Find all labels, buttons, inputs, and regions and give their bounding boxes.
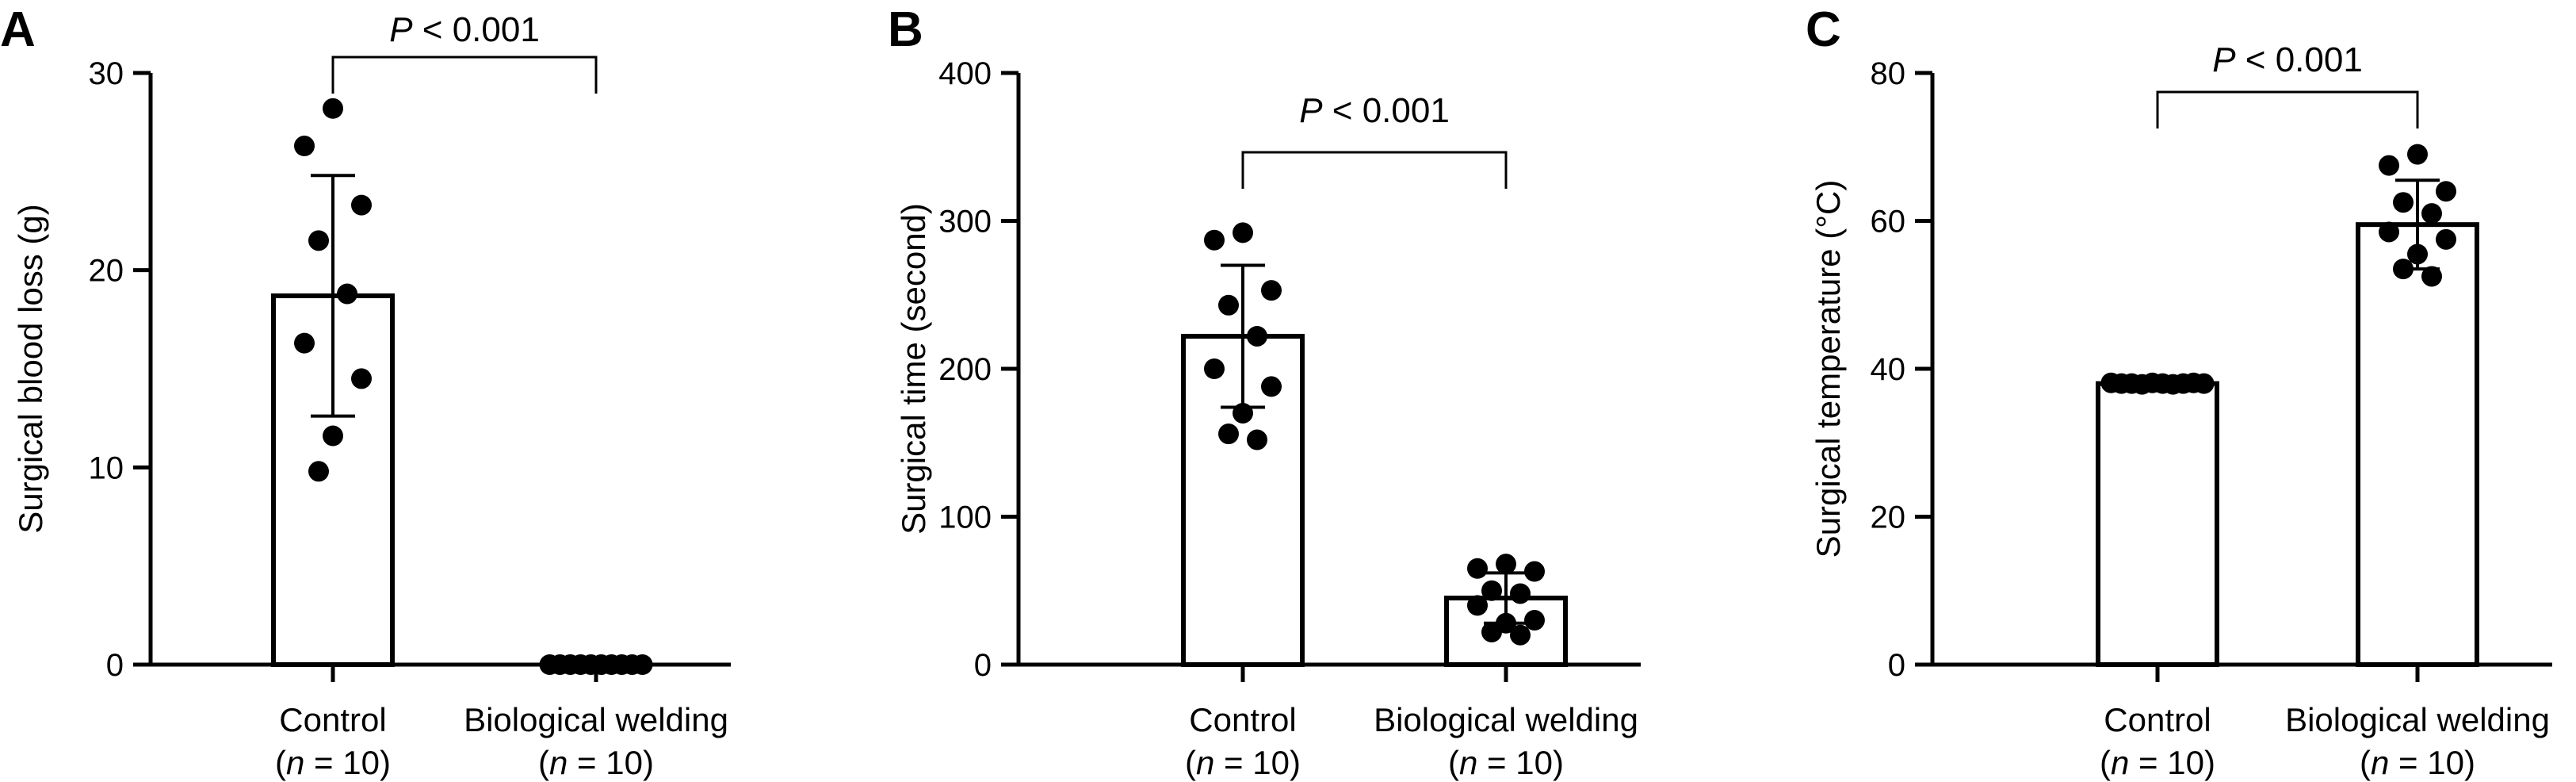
panel-c: C 0 20 40 60 80 Surgical temperature (°C) Contr… xyxy=(1806,2,2552,781)
y-tick-label: 100 xyxy=(938,500,992,535)
significance-label: P < 0.001 xyxy=(389,10,540,49)
panel-letter: C xyxy=(1806,2,1841,57)
y-tick-label: 200 xyxy=(938,352,992,387)
y-tick-label: 10 xyxy=(89,450,124,485)
panel-a: A 0 10 20 30 Surgical blood loss (g) Control (n… xyxy=(0,2,731,781)
data-point xyxy=(337,283,357,305)
category-n-label: (n = 10) xyxy=(2360,744,2475,781)
y-axis-title: Surgical time (second) xyxy=(895,203,932,535)
significance-bracket xyxy=(1241,151,1508,189)
data-point xyxy=(1204,229,1225,251)
data-point xyxy=(2379,221,2399,243)
data-point xyxy=(1204,358,1225,379)
y-tick-label: 0 xyxy=(974,648,992,683)
data-point xyxy=(323,98,343,119)
data-point xyxy=(1510,624,1531,646)
data-point xyxy=(2407,243,2428,265)
data-point xyxy=(1481,580,1502,601)
data-point xyxy=(1233,402,1253,424)
y-tick-label: 300 xyxy=(938,205,992,240)
panel-b: B 0 100 200 300 400 Surgical time (second) Cont… xyxy=(888,2,1641,781)
category-label: Biological welding xyxy=(1374,701,1638,738)
category-label: Control xyxy=(2104,701,2211,738)
y-tick-label: 60 xyxy=(1871,205,1906,240)
data-point xyxy=(1218,424,1239,445)
y-tick-label: 30 xyxy=(89,56,124,91)
data-point xyxy=(2393,259,2414,280)
data-point xyxy=(1218,294,1239,316)
data-point xyxy=(1261,376,1282,397)
y-tick-label: 0 xyxy=(1888,648,1905,683)
data-point xyxy=(308,230,329,251)
data-point xyxy=(1247,429,1267,450)
data-point xyxy=(323,425,343,447)
y-tick-label: 80 xyxy=(1871,56,1906,91)
data-point xyxy=(351,368,372,389)
significance-bracket xyxy=(331,56,598,94)
y-axis-title: Surgical temperature (°C) xyxy=(1810,180,1847,558)
data-point xyxy=(1510,583,1531,604)
bar xyxy=(2356,222,2479,668)
data-point xyxy=(1467,595,1488,616)
significance-label: P < 0.001 xyxy=(1299,91,1450,130)
y-axis-title: Surgical blood loss (g) xyxy=(12,204,49,534)
data-point xyxy=(1524,610,1545,631)
data-point xyxy=(2436,228,2456,250)
y-tick-label: 400 xyxy=(938,56,992,91)
data-point xyxy=(2421,203,2442,224)
data-point xyxy=(308,461,329,482)
y-tick-label: 0 xyxy=(106,648,124,683)
data-point xyxy=(1496,554,1516,575)
data-point xyxy=(2407,144,2428,165)
data-point xyxy=(294,332,315,354)
significance-bracket xyxy=(2156,90,2419,128)
data-point xyxy=(2193,373,2215,394)
category-label: Biological welding xyxy=(2285,701,2550,738)
data-point xyxy=(1247,325,1267,347)
data-point xyxy=(351,194,372,216)
data-point xyxy=(2393,192,2414,213)
panel-letter: B xyxy=(888,2,923,57)
y-tick-label: 40 xyxy=(1871,352,1906,387)
category-n-label: (n = 10) xyxy=(2100,744,2215,781)
panel-letter: A xyxy=(0,2,36,57)
category-label: Biological welding xyxy=(464,701,728,738)
data-point xyxy=(632,654,653,675)
data-point xyxy=(2379,155,2399,176)
y-tick-label: 20 xyxy=(1871,500,1906,535)
category-label: Control xyxy=(279,701,386,738)
data-point xyxy=(1481,621,1502,642)
data-point xyxy=(294,136,315,157)
category-n-label: (n = 10) xyxy=(538,744,654,781)
significance-label: P < 0.001 xyxy=(2212,40,2363,79)
category-label: Control xyxy=(1189,701,1296,738)
category-n-label: (n = 10) xyxy=(275,744,391,781)
category-n-label: (n = 10) xyxy=(1185,744,1301,781)
data-point xyxy=(1467,558,1488,579)
data-point xyxy=(1233,222,1253,243)
category-n-label: (n = 10) xyxy=(1448,744,1564,781)
data-point xyxy=(2421,266,2442,287)
bar xyxy=(2096,381,2219,667)
data-point xyxy=(2436,181,2456,202)
data-point xyxy=(1524,561,1545,582)
data-point xyxy=(1261,280,1282,301)
y-tick-label: 20 xyxy=(89,254,124,289)
